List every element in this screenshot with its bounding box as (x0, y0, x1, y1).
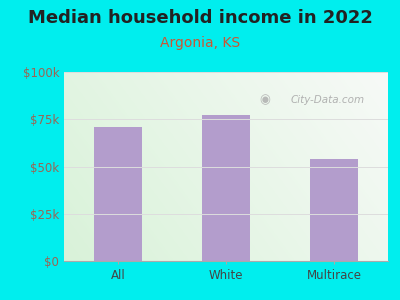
Text: ◉: ◉ (260, 94, 270, 106)
Bar (94, 127, 142, 261)
Text: Median household income in 2022: Median household income in 2022 (28, 9, 372, 27)
Bar (202, 116, 250, 261)
Text: City-Data.com: City-Data.com (291, 95, 365, 105)
Text: Argonia, KS: Argonia, KS (160, 36, 240, 50)
Bar (310, 159, 358, 261)
